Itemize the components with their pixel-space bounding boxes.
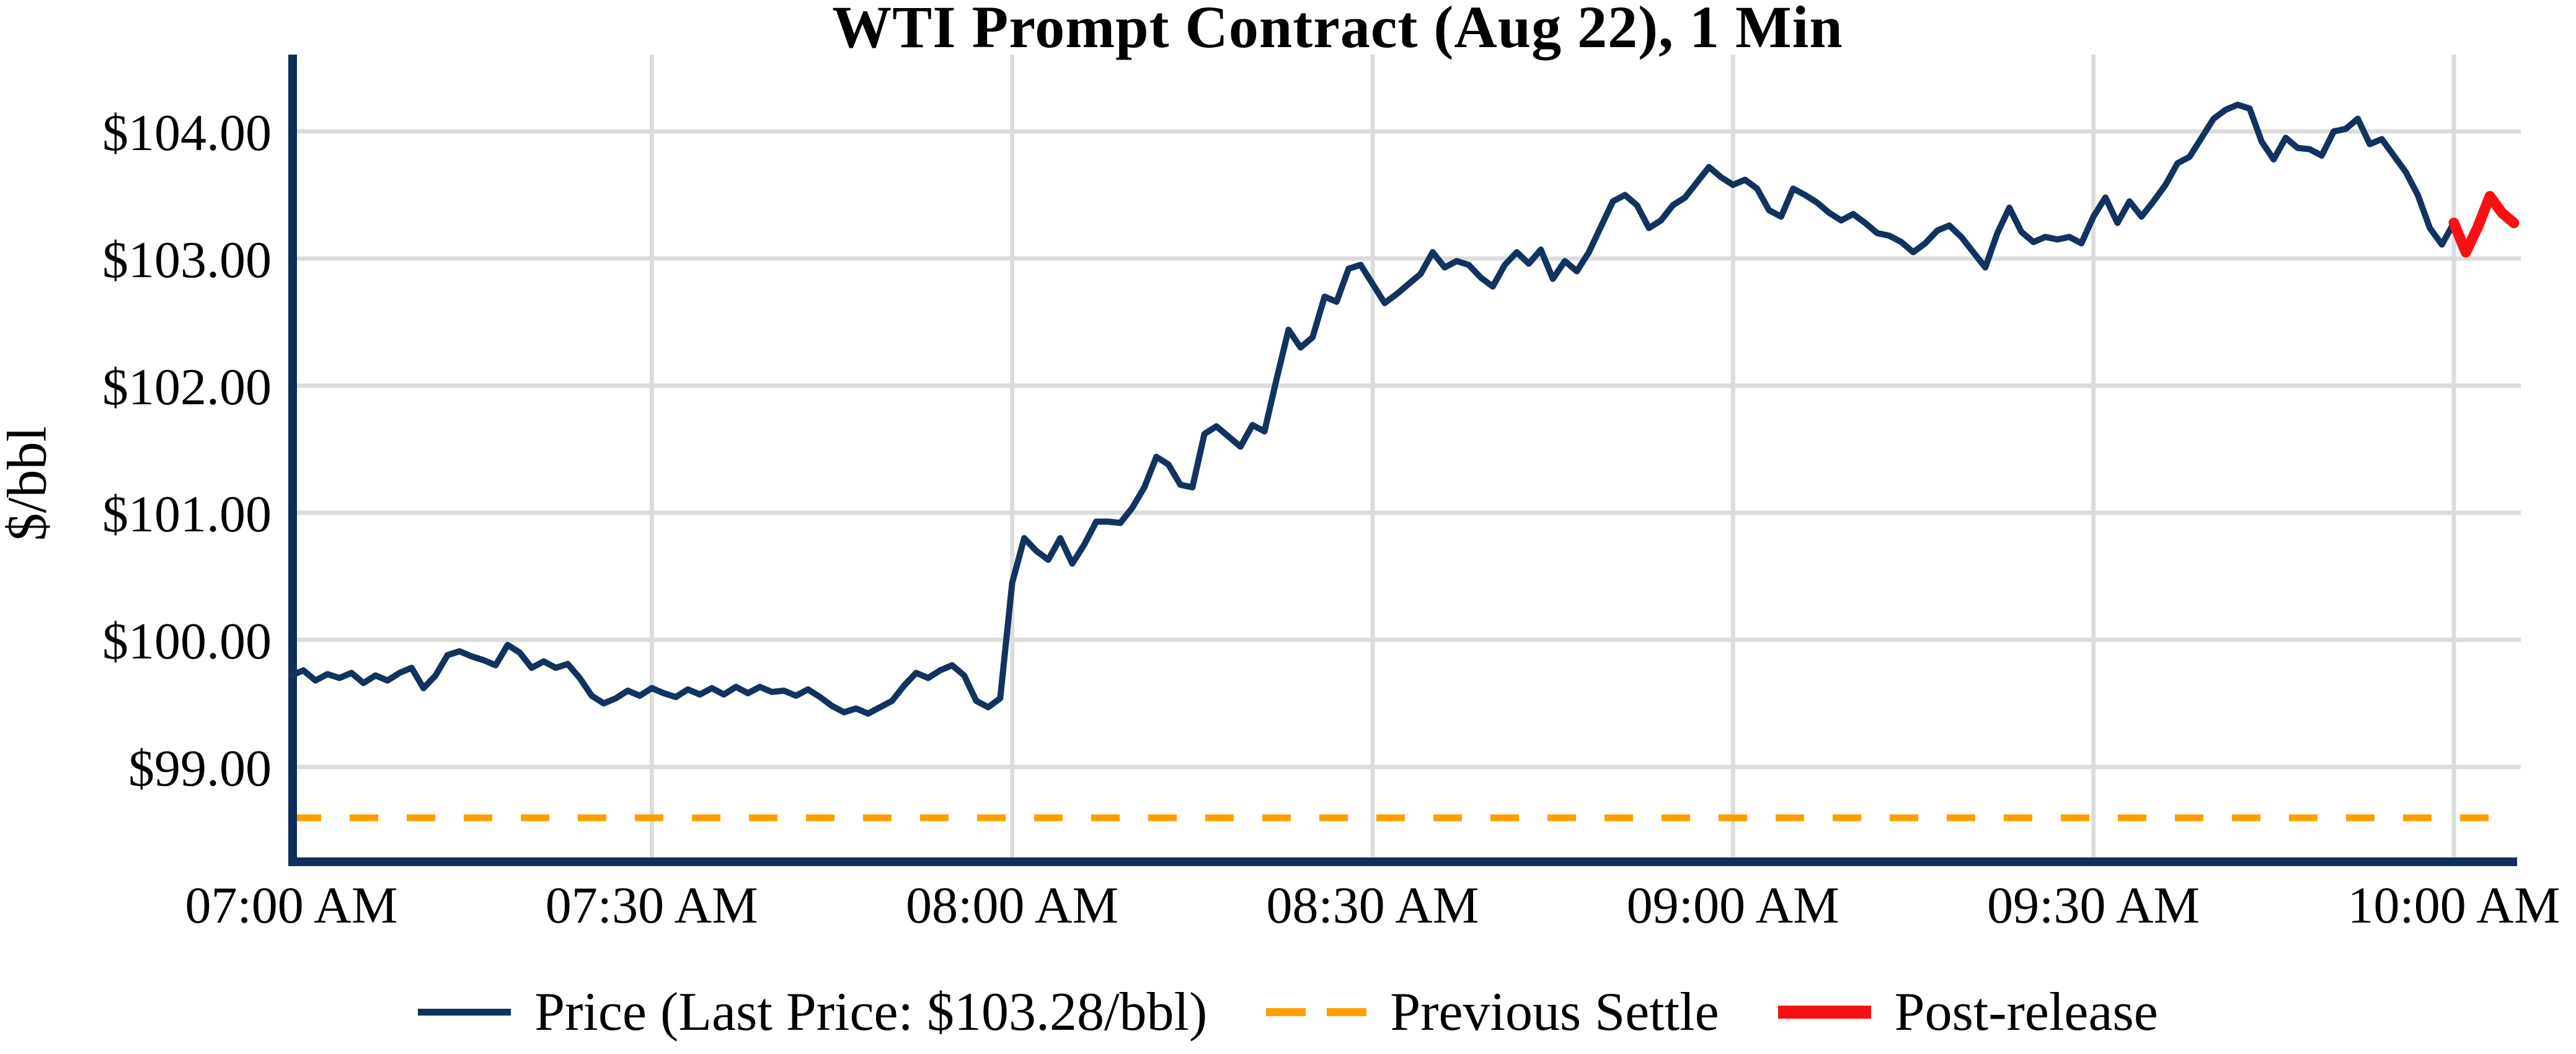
chart-legend: Price (Last Price: $103.28/bbl) Previous… xyxy=(0,981,2576,1043)
legend-post-label: Post-release xyxy=(1894,982,2158,1042)
x-tick-label: 08:30 AM xyxy=(1266,877,1479,934)
legend-price-label: Price (Last Price: $103.28/bbl) xyxy=(534,982,1208,1042)
settle-dash-swatch-icon xyxy=(1266,1008,1367,1016)
settle-dash-segment xyxy=(1327,1008,1367,1016)
legend-item-price: Price (Last Price: $103.28/bbl) xyxy=(418,981,1207,1043)
y-tick-label: $104.00 xyxy=(102,104,272,162)
legend-settle-label: Previous Settle xyxy=(1390,982,1719,1042)
x-tick-label: 09:00 AM xyxy=(1627,877,1839,934)
y-tick-label: $103.00 xyxy=(102,231,272,289)
x-tick-label: 07:00 AM xyxy=(185,877,397,934)
chart-title: WTI Prompt Contract (Aug 22), 1 Min xyxy=(832,0,1843,60)
y-tick-label: $99.00 xyxy=(128,740,272,797)
legend-item-previous-settle: Previous Settle xyxy=(1266,981,1719,1043)
legend-item-post-release: Post-release xyxy=(1777,981,2158,1043)
settle-dash-segment xyxy=(1266,1008,1306,1016)
price-line xyxy=(288,101,2457,717)
x-tick-label: 10:00 AM xyxy=(2347,877,2560,934)
y-tick-label: $102.00 xyxy=(102,358,272,416)
post-release-swatch-icon xyxy=(1777,1006,1871,1019)
y-tick-label: $101.00 xyxy=(102,485,272,543)
x-tick-label: 09:30 AM xyxy=(1987,877,2200,934)
y-tick-label: $100.00 xyxy=(102,613,272,670)
price-line-swatch-icon xyxy=(418,1009,511,1016)
post-release-line xyxy=(2448,191,2520,258)
x-tick-label: 07:30 AM xyxy=(546,877,758,934)
x-tick-label: 08:00 AM xyxy=(906,877,1118,934)
